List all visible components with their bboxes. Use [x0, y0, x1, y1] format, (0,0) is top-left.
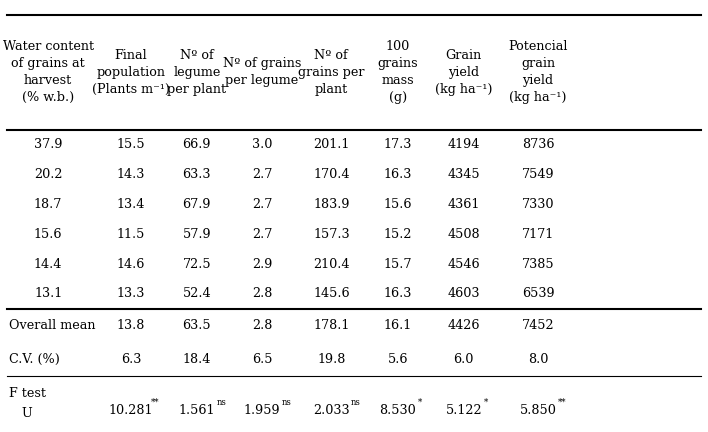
Text: 5.6: 5.6 — [388, 353, 408, 365]
Text: 18.4: 18.4 — [183, 353, 211, 365]
Text: ns: ns — [351, 398, 361, 407]
Text: U: U — [21, 407, 33, 420]
Text: 2.7: 2.7 — [252, 168, 272, 181]
Text: **: ** — [151, 398, 159, 407]
Text: 8.0: 8.0 — [528, 353, 548, 365]
Text: 7385: 7385 — [522, 257, 554, 270]
Text: 63.5: 63.5 — [183, 319, 211, 332]
Text: 14.4: 14.4 — [34, 257, 62, 270]
Text: 3.0: 3.0 — [252, 138, 272, 151]
Text: 63.3: 63.3 — [183, 168, 211, 181]
Text: C.V. (%): C.V. (%) — [9, 353, 60, 365]
Text: 4508: 4508 — [447, 228, 480, 241]
Text: 4361: 4361 — [447, 198, 480, 211]
Text: 5.850: 5.850 — [520, 404, 556, 417]
Text: Overall mean: Overall mean — [9, 319, 96, 332]
Text: 15.5: 15.5 — [117, 138, 145, 151]
Text: 13.1: 13.1 — [34, 287, 62, 300]
Text: 37.9: 37.9 — [34, 138, 62, 151]
Text: 210.4: 210.4 — [313, 257, 350, 270]
Text: 2.8: 2.8 — [252, 319, 272, 332]
Text: 15.6: 15.6 — [384, 198, 412, 211]
Text: 72.5: 72.5 — [183, 257, 211, 270]
Text: 15.2: 15.2 — [384, 228, 412, 241]
Text: 1.959: 1.959 — [244, 404, 280, 417]
Text: Water content
of grains at
harvest
(% w.b.): Water content of grains at harvest (% w.… — [3, 40, 93, 105]
Text: 14.6: 14.6 — [117, 257, 145, 270]
Text: 6.3: 6.3 — [121, 353, 141, 365]
Text: 4426: 4426 — [447, 319, 480, 332]
Text: 57.9: 57.9 — [183, 228, 211, 241]
Text: 2.7: 2.7 — [252, 198, 272, 211]
Text: 16.1: 16.1 — [384, 319, 412, 332]
Text: 2.033: 2.033 — [313, 404, 350, 417]
Text: 7452: 7452 — [522, 319, 554, 332]
Text: 4603: 4603 — [447, 287, 480, 300]
Text: 67.9: 67.9 — [183, 198, 211, 211]
Text: 11.5: 11.5 — [117, 228, 145, 241]
Text: 13.3: 13.3 — [117, 287, 145, 300]
Text: 19.8: 19.8 — [317, 353, 346, 365]
Text: ns: ns — [217, 398, 227, 407]
Text: 201.1: 201.1 — [313, 138, 350, 151]
Text: 183.9: 183.9 — [313, 198, 350, 211]
Text: 178.1: 178.1 — [313, 319, 350, 332]
Text: 7330: 7330 — [522, 198, 554, 211]
Text: Potencial
grain
yield
(kg ha⁻¹): Potencial grain yield (kg ha⁻¹) — [508, 40, 568, 105]
Text: 15.7: 15.7 — [384, 257, 412, 270]
Text: 6.0: 6.0 — [454, 353, 474, 365]
Text: 6539: 6539 — [522, 287, 554, 300]
Text: 16.3: 16.3 — [384, 287, 412, 300]
Text: 157.3: 157.3 — [313, 228, 350, 241]
Text: 20.2: 20.2 — [34, 168, 62, 181]
Text: Nº of
legume
per plant: Nº of legume per plant — [167, 49, 227, 96]
Text: 16.3: 16.3 — [384, 168, 412, 181]
Text: 18.7: 18.7 — [34, 198, 62, 211]
Text: 4345: 4345 — [447, 168, 480, 181]
Text: 15.6: 15.6 — [34, 228, 62, 241]
Text: Nº of grains
per legume: Nº of grains per legume — [223, 57, 301, 87]
Text: *: * — [418, 398, 422, 407]
Text: 2.8: 2.8 — [252, 287, 272, 300]
Text: **: ** — [558, 398, 566, 407]
Text: 2.9: 2.9 — [252, 257, 272, 270]
Text: 8736: 8736 — [522, 138, 554, 151]
Text: 8.530: 8.530 — [379, 404, 416, 417]
Text: Nº of
grains per
plant: Nº of grains per plant — [298, 49, 365, 96]
Text: 2.7: 2.7 — [252, 228, 272, 241]
Text: 7549: 7549 — [522, 168, 554, 181]
Text: Grain
yield
(kg ha⁻¹): Grain yield (kg ha⁻¹) — [435, 49, 493, 96]
Text: *: * — [484, 398, 488, 407]
Text: 4194: 4194 — [447, 138, 480, 151]
Text: ns: ns — [282, 398, 292, 407]
Text: 13.4: 13.4 — [117, 198, 145, 211]
Text: 7171: 7171 — [522, 228, 554, 241]
Text: 17.3: 17.3 — [384, 138, 412, 151]
Text: 100
grains
mass
(g): 100 grains mass (g) — [377, 40, 418, 105]
Text: 170.4: 170.4 — [313, 168, 350, 181]
Text: 6.5: 6.5 — [252, 353, 272, 365]
Text: 4546: 4546 — [447, 257, 480, 270]
Text: 1.561: 1.561 — [178, 404, 215, 417]
Text: 14.3: 14.3 — [117, 168, 145, 181]
Text: 5.122: 5.122 — [445, 404, 482, 417]
Text: 66.9: 66.9 — [183, 138, 211, 151]
Text: 145.6: 145.6 — [313, 287, 350, 300]
Text: 52.4: 52.4 — [183, 287, 211, 300]
Text: Final
population
(Plants m⁻¹): Final population (Plants m⁻¹) — [92, 49, 170, 96]
Text: F test: F test — [9, 387, 46, 400]
Text: 10.281: 10.281 — [109, 404, 153, 417]
Text: 13.8: 13.8 — [117, 319, 145, 332]
